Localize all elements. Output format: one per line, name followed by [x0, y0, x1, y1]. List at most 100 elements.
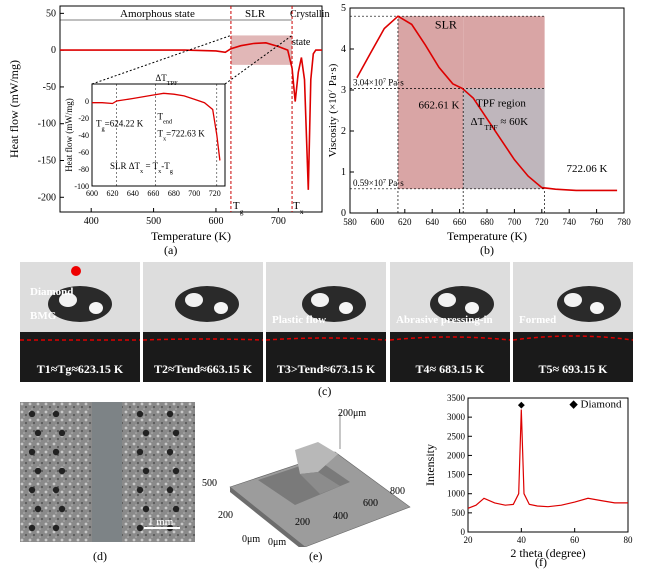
- frame-image: [390, 262, 510, 382]
- temp-722-label: 722.06 K: [566, 163, 607, 175]
- x-tick-800: 800: [390, 486, 405, 497]
- y-tick-label: -200: [38, 192, 56, 203]
- y-tick-label: 2500: [447, 431, 466, 441]
- inset-frame: [91, 83, 226, 187]
- region-amorphous: Amorphous state: [120, 8, 195, 20]
- legend-diamond: ◆ Diamond: [569, 399, 622, 411]
- peak-marker: ◆: [518, 400, 525, 410]
- inset-y-tick: -20: [78, 114, 89, 123]
- panel-d-micrograph: 1 mm: [20, 402, 195, 542]
- y-tick-label: 3: [341, 85, 346, 96]
- y-tick-label: 3000: [447, 412, 466, 422]
- abrasive-dot: [34, 429, 42, 437]
- x-tick-label: 40: [517, 535, 527, 545]
- panel-e-3d-surface: 200μm 500 200 0μm 0μm 200 400 600 800: [202, 408, 411, 547]
- inset-y-tick: -40: [78, 131, 89, 140]
- inset-y-tick: -100: [74, 182, 89, 191]
- micrograph-frame: Abrasive pressing-in T4≈ 683.15 K: [390, 262, 510, 382]
- x-tick-label: 700: [508, 217, 522, 227]
- abrasive-dot: [52, 524, 60, 532]
- micrograph-frame: Diamond BMG T1≈Tg≈623.15 K: [20, 262, 140, 382]
- scale-bar-label: 1 mm: [148, 516, 174, 528]
- x-axis-label: Temperature (K): [447, 229, 527, 243]
- x-tick-label: 580: [343, 217, 357, 227]
- tg-marker-label: Tg: [233, 200, 244, 216]
- y-axis-label: Viscosity (×107 Pa·s): [328, 63, 339, 157]
- slr-shade: [230, 35, 293, 65]
- temp-662-label: 662.61 K: [419, 99, 460, 111]
- slr-shade: [397, 16, 464, 189]
- y-tick-label: 0: [461, 527, 466, 537]
- abrasive-dot: [166, 448, 174, 456]
- y-tick-label: 5: [341, 3, 346, 14]
- y-tick-0: 0μm: [242, 534, 260, 545]
- x-tick-label: 720: [535, 217, 549, 227]
- x-tick-600: 600: [363, 498, 378, 509]
- abrasive-dot: [136, 410, 144, 418]
- region-slr: SLR: [245, 8, 266, 20]
- viscosity-3-04-label: 3.04×107 Pa·s: [353, 77, 404, 88]
- x-tick-label: 740: [562, 217, 576, 227]
- abrasive-dot: [136, 524, 144, 532]
- tpf-delta-label: ΔTTPF ≈ 60K: [471, 116, 529, 132]
- x-tick-label: 500: [146, 216, 161, 227]
- frame-annotation: Formed: [519, 314, 557, 326]
- viscosity-0-59-label: 0.59×107 Pa·s: [353, 177, 404, 188]
- x-tick-label: 600: [371, 217, 385, 227]
- x-tick-label: 660: [453, 217, 467, 227]
- y-tick-label: 500: [452, 508, 466, 518]
- frame-image: [143, 262, 263, 382]
- inset-dtpf-label: ΔTTPF: [155, 73, 178, 87]
- frame-caption: T1≈Tg≈623.15 K: [36, 362, 124, 376]
- inset-x-tick: 700: [188, 189, 200, 198]
- slr-shade-upper: [463, 16, 545, 89]
- tpf-region-label: TPF region: [476, 97, 526, 109]
- micrograph-frame: Formed T5≈ 693.15 K: [513, 262, 633, 382]
- panel-c-label: (c): [318, 384, 332, 398]
- panel-b-label: (b): [480, 243, 494, 257]
- frame-caption: T5≈ 693.15 K: [538, 362, 608, 376]
- frame-image: [20, 262, 140, 382]
- abrasive-dot: [172, 467, 180, 475]
- x-tick-400: 400: [333, 511, 348, 522]
- y-tick-500: 500: [202, 478, 217, 489]
- abrasive-dot: [34, 505, 42, 513]
- y-tick-label: 0: [341, 208, 346, 219]
- x-tick-label: 20: [464, 535, 474, 545]
- abrasive-dot: [136, 448, 144, 456]
- abrasive-dot: [34, 467, 42, 475]
- y-tick-label: 50: [46, 8, 56, 19]
- slr-label: SLR: [435, 18, 457, 32]
- tx-marker-label: Tx: [293, 200, 304, 216]
- abrasive-dot: [52, 486, 60, 494]
- abrasive-dot: [28, 524, 36, 532]
- y-tick-label: 2000: [447, 450, 466, 460]
- x-tick-0: 0μm: [268, 537, 286, 547]
- x-tick-label: 640: [425, 217, 439, 227]
- frame-image: [266, 262, 386, 382]
- inset-x-tick: 680: [168, 189, 180, 198]
- x-tick-200: 200: [295, 517, 310, 528]
- inset-x-tick: 620: [106, 189, 118, 198]
- y-tick-label: -100: [38, 119, 56, 130]
- abrasive-dot: [136, 486, 144, 494]
- inset-tx-value: Tx=722.63 K: [157, 129, 205, 143]
- abrasive-dot: [142, 429, 150, 437]
- panel-e-label: (e): [309, 549, 323, 563]
- abrasive-dot: [52, 448, 60, 456]
- y-tick-label: -150: [38, 156, 56, 167]
- abrasive-dot: [58, 467, 66, 475]
- abrasive-dot: [172, 429, 180, 437]
- abrasive-dot: [166, 410, 174, 418]
- y-tick-label: -50: [43, 82, 56, 93]
- inset-y-axis-label: Heat flow (mW/mg): [64, 98, 74, 171]
- frame-caption: T2≈Tend≈663.15 K: [153, 362, 253, 376]
- plot-frame: [467, 397, 629, 533]
- frame-image: [513, 262, 633, 382]
- inset-slr-label: SLR ΔTx = Tx-Tg: [110, 161, 174, 175]
- y-tick-label: 1000: [447, 489, 466, 499]
- region-crystalline-1: Crystalline: [290, 9, 330, 20]
- frame-annotation: BMG: [30, 310, 57, 322]
- inset-x-tick: 640: [127, 189, 139, 198]
- series-viscosity: [356, 15, 618, 192]
